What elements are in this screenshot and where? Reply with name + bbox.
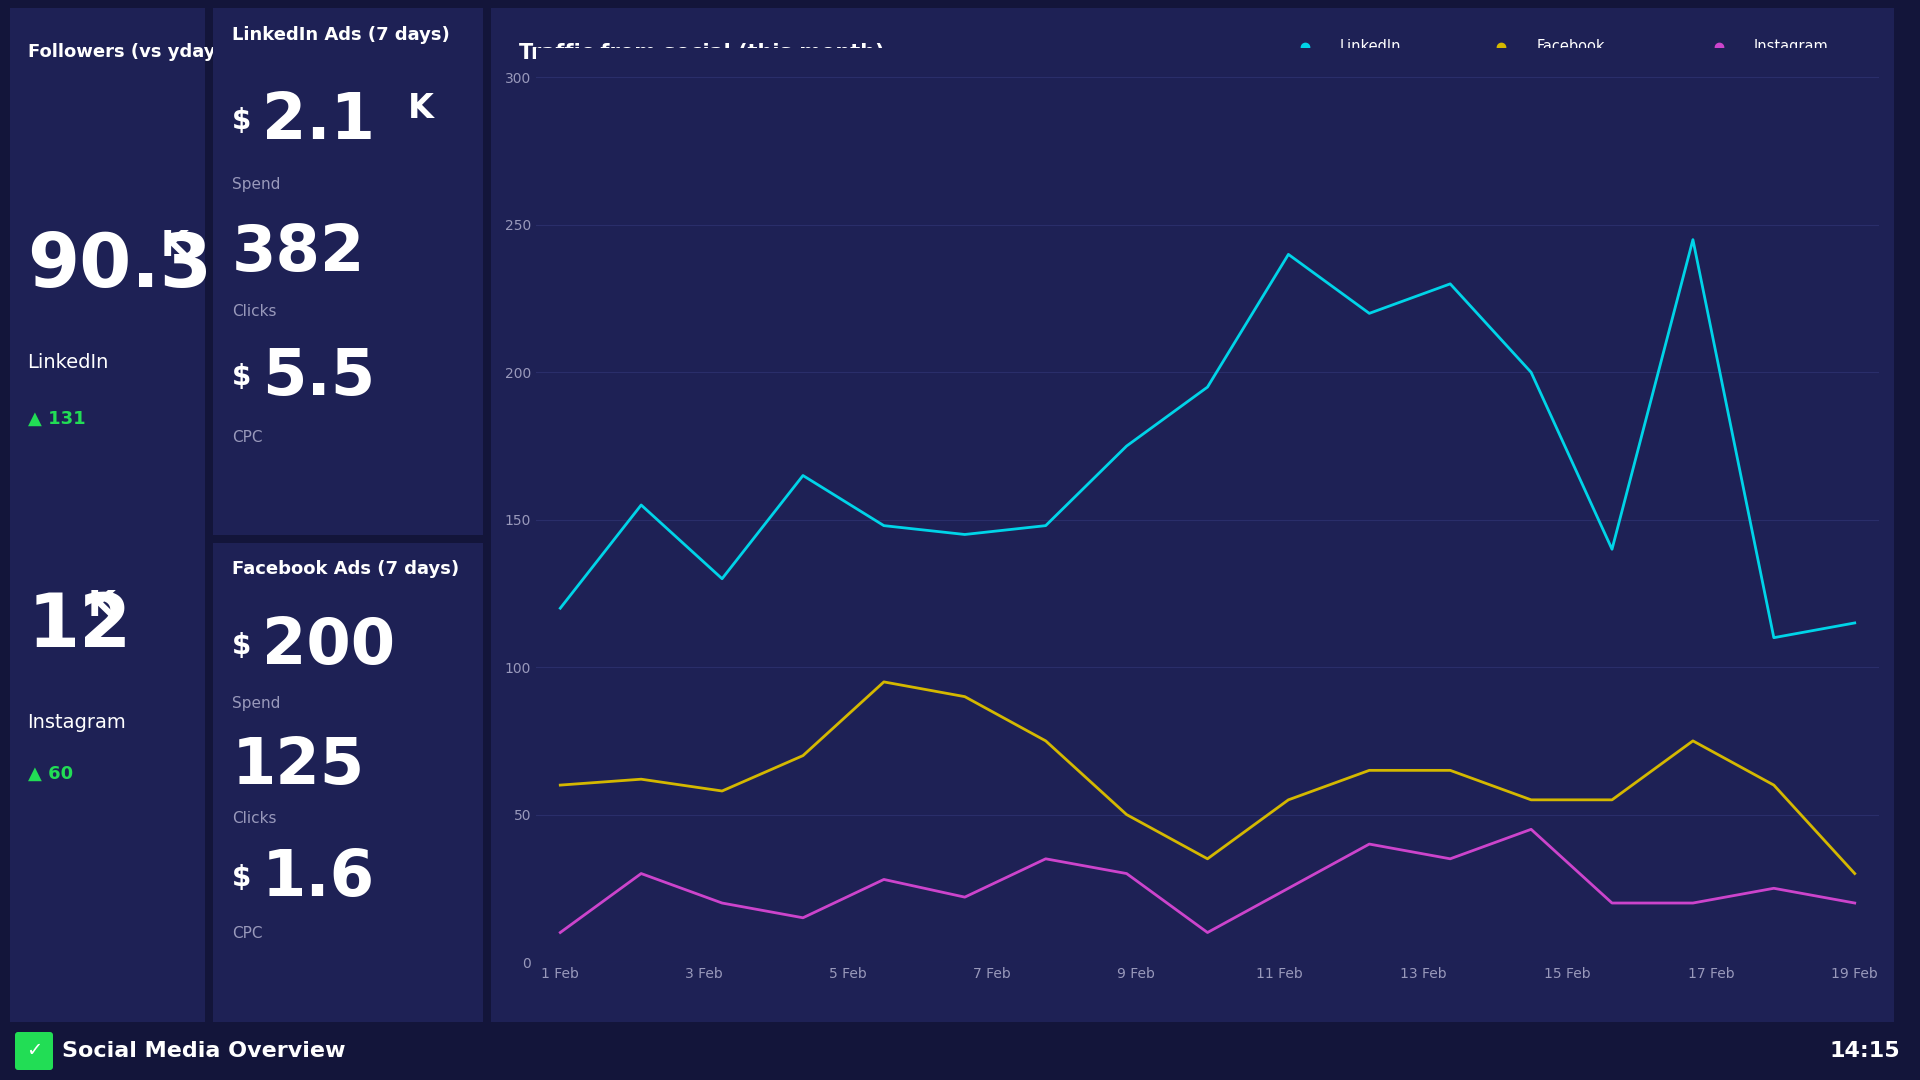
Text: LinkedIn: LinkedIn xyxy=(27,353,109,373)
Text: Social Media Overview: Social Media Overview xyxy=(61,1041,346,1061)
Text: K: K xyxy=(159,229,188,264)
Text: Instagram: Instagram xyxy=(1753,39,1828,54)
Text: 5.5: 5.5 xyxy=(261,346,374,408)
Text: Facebook: Facebook xyxy=(1536,39,1605,54)
Text: 1.6: 1.6 xyxy=(261,848,374,909)
Text: 2.1: 2.1 xyxy=(261,91,374,152)
Text: LinkedIn Ads (7 days): LinkedIn Ads (7 days) xyxy=(232,26,449,44)
Text: Instagram: Instagram xyxy=(27,714,127,732)
Text: $: $ xyxy=(232,107,252,135)
Text: Clicks: Clicks xyxy=(232,811,276,826)
Text: 90.3: 90.3 xyxy=(27,230,213,303)
Text: $: $ xyxy=(232,632,252,660)
Text: 200: 200 xyxy=(261,615,396,677)
Text: ▲ 60: ▲ 60 xyxy=(27,765,73,783)
Text: ✓: ✓ xyxy=(25,1041,42,1061)
Text: 14:15: 14:15 xyxy=(1830,1041,1901,1061)
Text: Clicks: Clicks xyxy=(232,303,276,319)
Text: 125: 125 xyxy=(232,734,365,797)
Text: K: K xyxy=(88,590,115,623)
Text: ▲ 131: ▲ 131 xyxy=(27,409,84,428)
Text: Followers (vs yday): Followers (vs yday) xyxy=(27,43,223,62)
Text: LinkedIn: LinkedIn xyxy=(1340,39,1402,54)
Text: $: $ xyxy=(232,864,252,892)
Text: Traffic from social (this month): Traffic from social (this month) xyxy=(518,43,885,64)
Text: Facebook Ads (7 days): Facebook Ads (7 days) xyxy=(232,559,459,578)
Text: CPC: CPC xyxy=(232,926,263,941)
Text: 12: 12 xyxy=(27,590,132,663)
Text: 382: 382 xyxy=(232,222,365,284)
Text: $: $ xyxy=(232,363,252,391)
Text: Spend: Spend xyxy=(232,177,280,192)
Text: K: K xyxy=(407,92,434,124)
Text: CPC: CPC xyxy=(232,430,263,445)
Text: Spend: Spend xyxy=(232,696,280,711)
FancyBboxPatch shape xyxy=(15,1032,54,1070)
